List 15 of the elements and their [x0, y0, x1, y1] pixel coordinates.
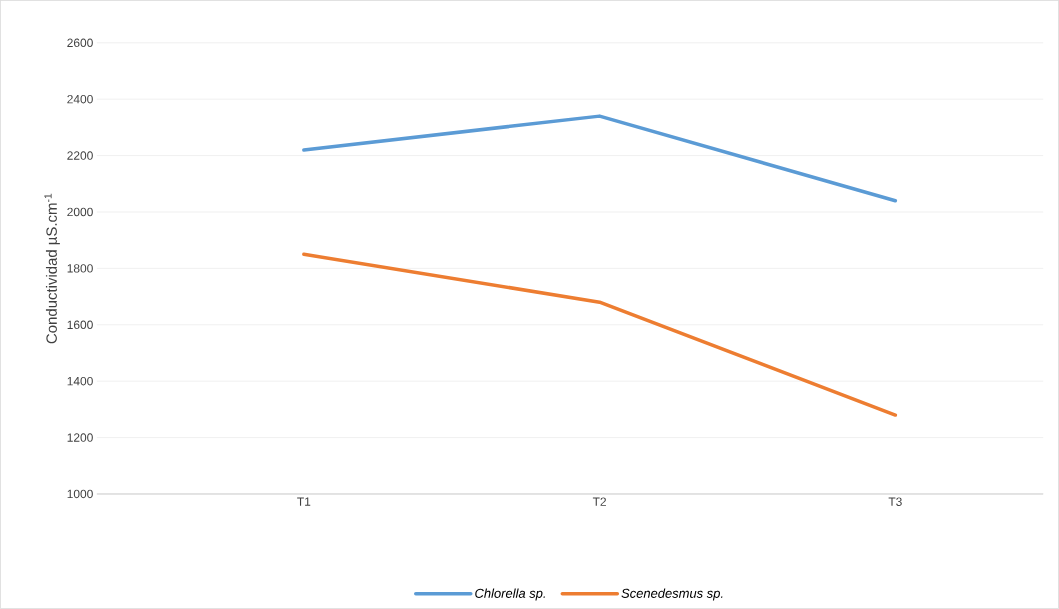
y-tick-label: 2400 — [67, 95, 93, 104]
y-tick-label: 1400 — [67, 377, 93, 386]
y-tick-label: 2600 — [67, 38, 93, 48]
y-tick-label: 1200 — [67, 433, 93, 442]
x-tick-label: T1 — [297, 497, 311, 506]
x-tick-label: T3 — [888, 497, 902, 507]
x-tick-label: T2 — [592, 497, 606, 506]
y-tick-label: 1800 — [67, 264, 93, 273]
y-tick-label: 2200 — [67, 151, 93, 160]
legend-label: Scenedesmus sp. — [621, 588, 723, 601]
y-axis-title: Conductividad µS.cm$^{-1}$ — [44, 193, 60, 344]
y-tick-label: 2000 — [67, 207, 93, 217]
legend-label: Chlorella sp. — [475, 588, 545, 601]
y-tick-label: 1000 — [67, 489, 93, 499]
y-tick-label: 1600 — [67, 320, 93, 330]
